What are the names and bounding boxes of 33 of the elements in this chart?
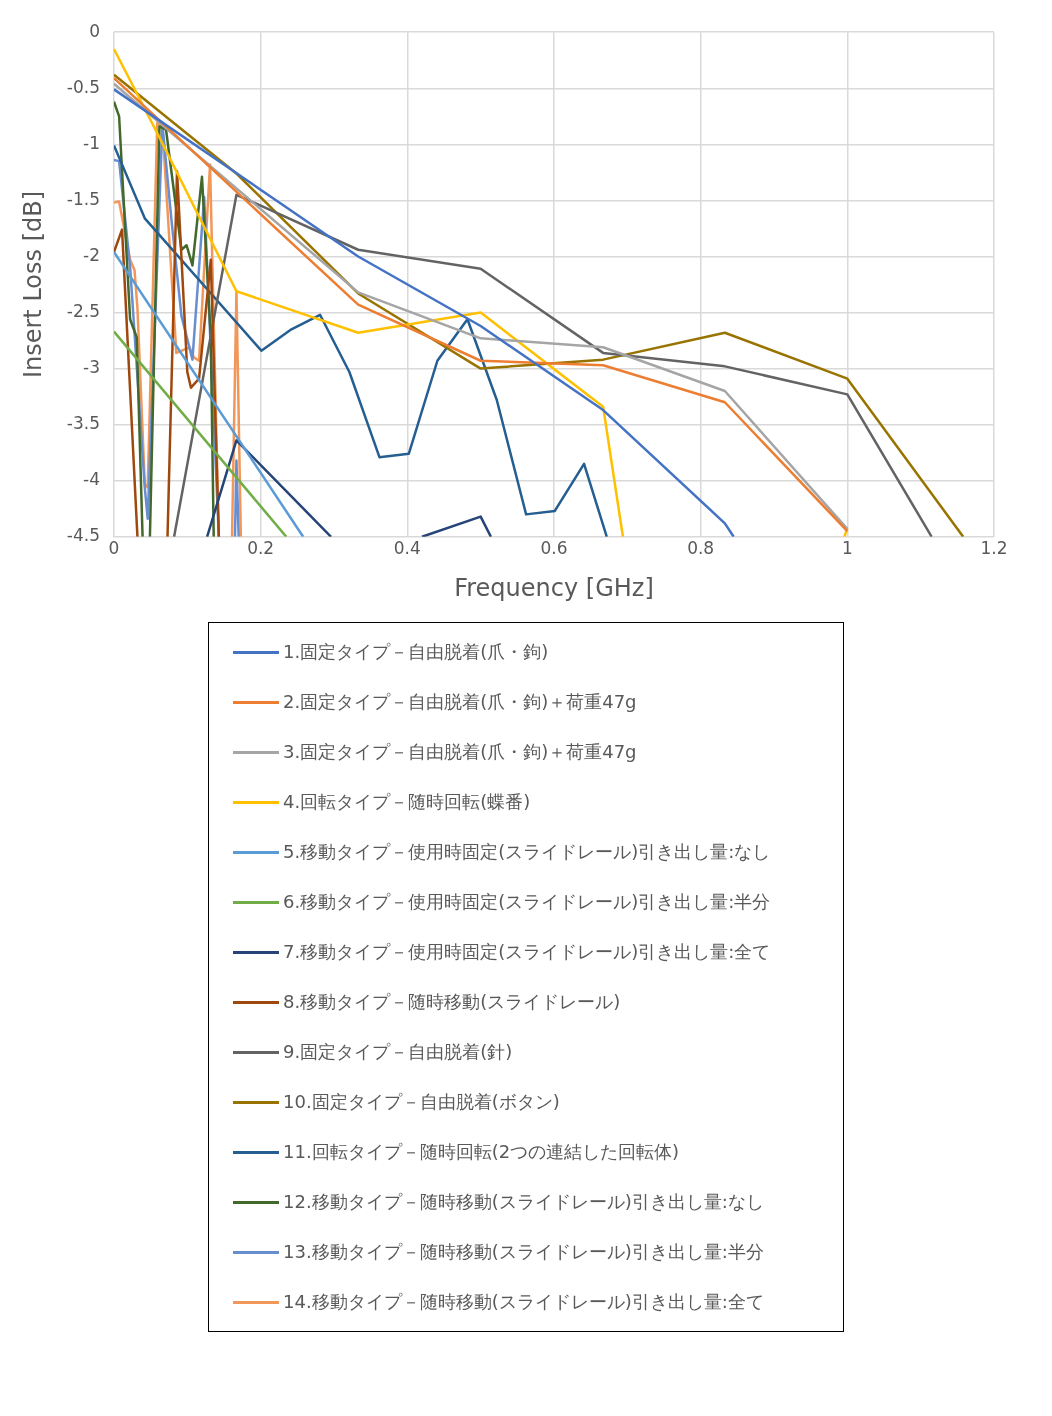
y-axis-title: Insert Loss [dB] [18,190,47,379]
legend-label: 13.移動タイプ－随時移動(スライドレール)引き出し量:半分 [283,1240,764,1264]
y-tick-label: -1.5 [66,188,100,209]
y-tick-label: -4 [83,469,100,490]
legend-label: 4.回転タイプ－随時回転(蝶番) [283,790,531,814]
x-tick-label: 0 [108,538,120,559]
legend-label: 9.固定タイプ－自由脱着(針) [283,1040,513,1064]
legend-label: 2.固定タイプ－自由脱着(爪・鉤)＋荷重47g [283,690,637,714]
legend-label: 6.移動タイプ－使用時固定(スライドレール)引き出し量:半分 [283,890,771,914]
x-tick-label: 0.6 [540,538,568,559]
legend-label: 11.回転タイプ－随時回転(2つの連結した回転体) [283,1140,680,1164]
y-tick-label: -3 [83,357,100,378]
y-tick-label: -1 [83,132,100,153]
x-tick-label: 0.2 [247,538,275,559]
x-tick-label: 1 [841,538,853,559]
x-tick-label: 0.4 [393,538,421,559]
y-tick-label: -2.5 [66,300,100,321]
legend-label: 5.移動タイプ－使用時固定(スライドレール)引き出し量:なし [283,840,771,864]
x-axis-title: Frequency [GHz] [454,573,654,602]
y-tick-label: -4.5 [66,525,100,546]
legend-label: 7.移動タイプ－使用時固定(スライドレール)引き出し量:全て [283,940,771,964]
legend-label: 14.移動タイプ－随時移動(スライドレール)引き出し量:全て [283,1290,764,1314]
legend-label: 10.固定タイプ－自由脱着(ボタン) [283,1090,560,1114]
legend-label: 8.移動タイプ－随時移動(スライドレール) [283,990,621,1014]
x-tick-label: 0.8 [687,538,715,559]
legend-label: 1.固定タイプ－自由脱着(爪・鉤) [283,640,549,664]
y-tick-label: -3.5 [66,413,100,434]
legend-label: 3.固定タイプ－自由脱着(爪・鉤)＋荷重47g [283,740,637,764]
legend-label: 12.移動タイプ－随時移動(スライドレール)引き出し量:なし [283,1190,764,1214]
y-tick-label: -0.5 [66,76,100,97]
y-tick-label: 0 [89,20,100,41]
x-tick-label: 1.2 [980,538,1008,559]
y-tick-label: -2 [83,244,100,265]
